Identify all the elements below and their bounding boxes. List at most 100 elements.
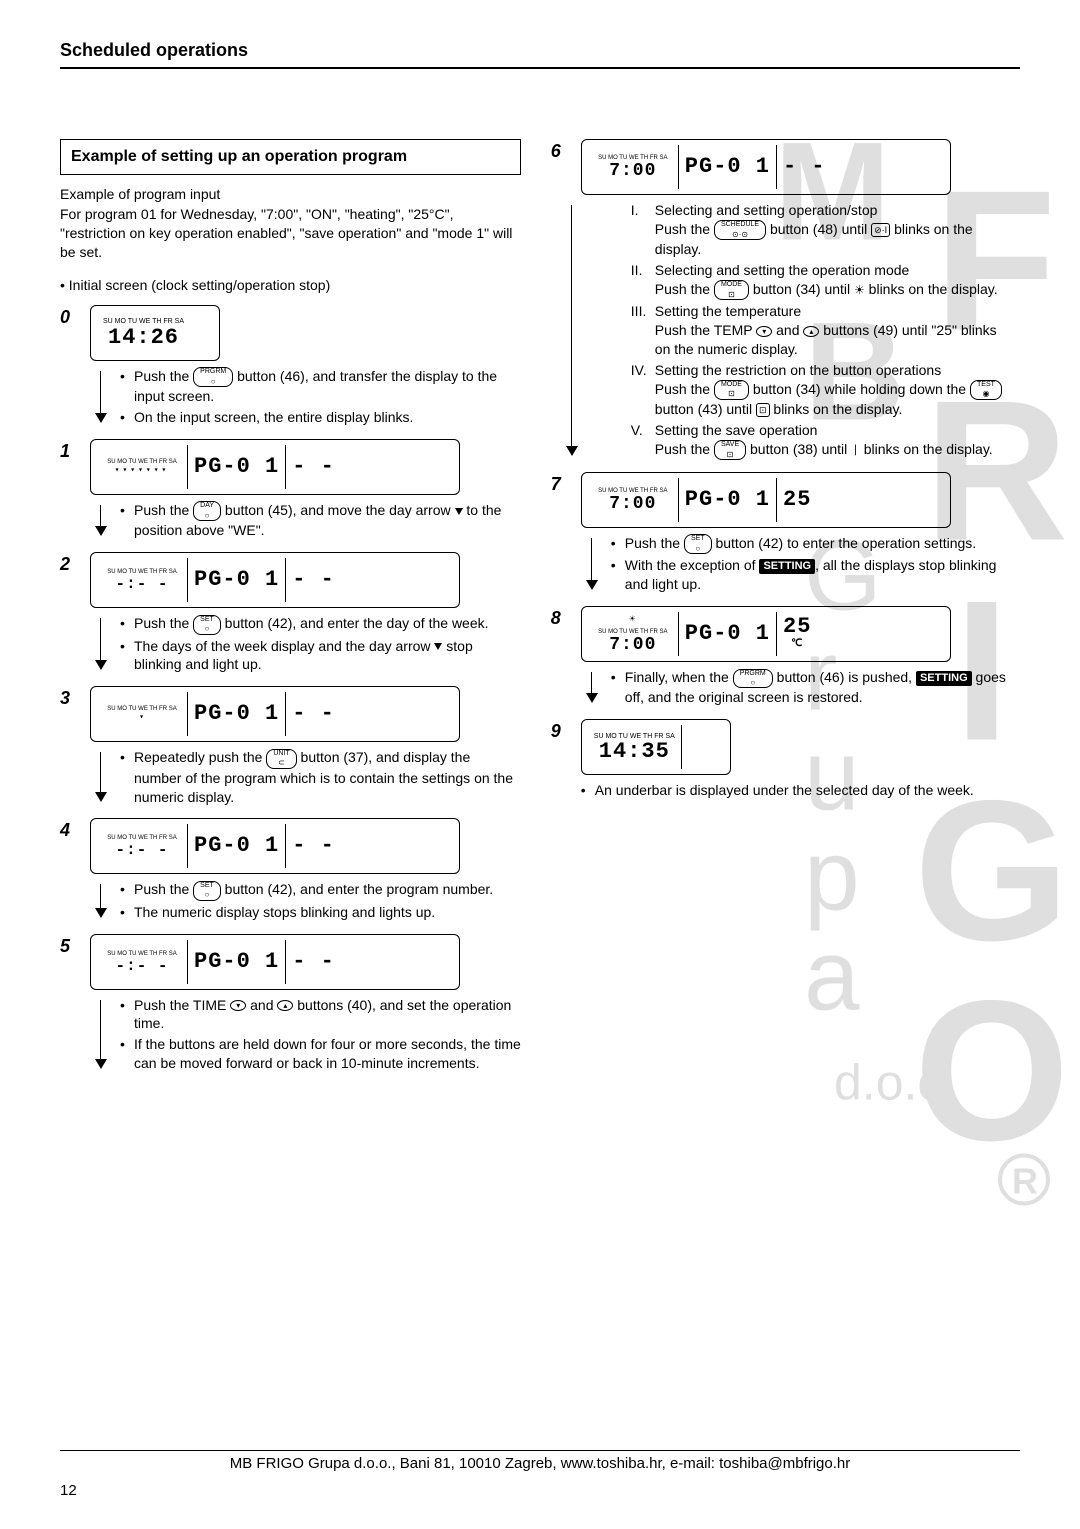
bullet-text: Repeatedly push the UNIT⊂ button (37), a… <box>134 748 521 806</box>
lcd-dash: - - <box>292 569 335 591</box>
content-columns: Example of setting up an operation progr… <box>60 139 1020 1075</box>
day-icon: DAY○ <box>193 501 221 521</box>
roman-text: Selecting and setting operation/stopPush… <box>655 201 1012 259</box>
lcd-display: SU MO TU WE TH FR SA -:- - PG-0 1 - - <box>90 934 460 990</box>
step-number: 0 <box>60 305 90 329</box>
step-5: 5 SU MO TU WE TH FR SA -:- - PG-0 1 - - … <box>60 934 521 1076</box>
mode-icon: MODE⊡ <box>714 380 749 400</box>
bullet-text: The days of the week display and the day… <box>134 637 521 675</box>
lcd-dash: - - <box>292 951 335 973</box>
down-button-icon: ▾ <box>756 326 772 337</box>
lcd-time: 14:26 <box>108 327 179 349</box>
intro-line-3: • Initial screen (clock setting/operatio… <box>60 276 521 295</box>
intro-line-2: For program 01 for Wednesday, "7:00", "O… <box>60 205 521 262</box>
lcd-time: 7:00 <box>609 495 656 513</box>
lcd-display: ☀ SU MO TU WE TH FR SA 7:00 PG-0 1 25℃ <box>581 606 951 662</box>
step-bullets: •Push the DAY○ button (45), and move the… <box>120 501 521 540</box>
roman-text: Setting the restriction on the button op… <box>655 361 1012 419</box>
set-icon: SET○ <box>193 615 221 635</box>
set-icon: SET○ <box>684 534 712 554</box>
prgrm-icon: PRGRM○ <box>193 367 233 387</box>
lcd-temp: 25 <box>783 616 811 638</box>
sun-icon: ☀ <box>629 614 636 628</box>
down-button-icon: ▾ <box>230 1000 246 1011</box>
save-blink-icon: ⎮ <box>851 444 860 456</box>
section-header: Scheduled operations <box>60 40 1020 69</box>
page-number: 12 <box>60 1482 1020 1499</box>
lcd-pg: PG-0 1 <box>194 703 279 725</box>
roman-text: Setting the save operationPush the SAVE⊡… <box>655 421 1012 460</box>
step-bullets: I.Selecting and setting operation/stopPu… <box>591 201 1012 460</box>
step-bullets: •Repeatedly push the UNIT⊂ button (37), … <box>120 748 521 806</box>
svg-text:R: R <box>1012 1161 1038 1202</box>
on-icon: ⊘·I <box>871 223 890 237</box>
lcd-display: SU MO TU WE TH FR SA ▾▾▾▾▾▾▾ PG-0 1 - - <box>90 439 460 495</box>
step-number: 1 <box>60 439 90 463</box>
step-bullets: •Push the SET○ button (42), and enter th… <box>120 880 521 921</box>
lcd-dash: - - <box>292 703 335 725</box>
lcd-pg: PG-0 1 <box>685 156 770 178</box>
lcd-temp: 25 <box>783 489 811 511</box>
intro-line-1: Example of program input <box>60 185 521 204</box>
up-button-icon: ▴ <box>803 326 819 337</box>
mode-icon: MODE⊡ <box>714 280 749 300</box>
step-9: 9 SU MO TU WE TH FR SA 14:35 •An underba… <box>551 719 1012 802</box>
step-1: 1 SU MO TU WE TH FR SA ▾▾▾▾▾▾▾ PG-0 1 - … <box>60 439 521 542</box>
lcd-display: SU MO TU WE TH FR SA ▾ PG-0 1 - - <box>90 686 460 742</box>
step-bullets: •Push the TIME ▾ and ▴ buttons (40), and… <box>120 996 521 1074</box>
bullet-text: Push the PRGRM○ button (46), and transfe… <box>134 367 521 406</box>
step-number: 2 <box>60 552 90 576</box>
step-number: 3 <box>60 686 90 710</box>
save-icon: SAVE⊡ <box>714 440 746 460</box>
left-column: Example of setting up an operation progr… <box>60 139 521 1075</box>
lock-icon: ⊡ <box>756 403 770 417</box>
lcd-pg: PG-0 1 <box>194 456 279 478</box>
bullet-text: An underbar is displayed under the selec… <box>595 781 974 800</box>
step-bullets: •Push the SET○ button (42) to enter the … <box>611 534 1012 594</box>
step-0: 0 SU MO TU WE TH FR SA 14:26 •Push the P… <box>60 305 521 429</box>
lcd-dash: - - <box>292 456 335 478</box>
set-icon: SET○ <box>193 881 221 901</box>
step-7: 7 SU MO TU WE TH FR SA 7:00 PG-0 1 25 •P… <box>551 472 1012 596</box>
bullet-text: Push the SET○ button (42), and enter the… <box>134 614 489 634</box>
step-6: 6 SU MO TU WE TH FR SA 7:00 PG-0 1 - - <box>551 139 1012 462</box>
lcd-pg: PG-0 1 <box>685 623 770 645</box>
step-4: 4 SU MO TU WE TH FR SA -:- - PG-0 1 - - … <box>60 818 521 923</box>
bullet-text: Push the SET○ button (42), and enter the… <box>134 880 493 900</box>
manual-page: M B F G r u p a R I G O d.o.o. R Schedul… <box>0 0 1080 1529</box>
step-bullets: •Push the SET○ button (42), and enter th… <box>120 614 521 674</box>
prgrm-icon: PRGRM○ <box>733 669 773 689</box>
setting-badge: SETTING <box>759 559 815 574</box>
bullet-text: The numeric display stops blinking and l… <box>134 903 435 922</box>
step-bullets: •Finally, when the PRGRM○ button (46) is… <box>611 668 1012 707</box>
step-number: 4 <box>60 818 90 842</box>
up-button-icon: ▴ <box>277 1000 293 1011</box>
step-2: 2 SU MO TU WE TH FR SA -:- - PG-0 1 - - … <box>60 552 521 676</box>
bullet-text: On the input screen, the entire display … <box>134 408 413 427</box>
lcd-pg: PG-0 1 <box>194 569 279 591</box>
bullet-text: Push the SET○ button (42) to enter the o… <box>625 534 976 554</box>
example-title-box: Example of setting up an operation progr… <box>60 139 521 175</box>
step-3: 3 SU MO TU WE TH FR SA ▾ PG-0 1 - - •Rep… <box>60 686 521 808</box>
lcd-dash: - - <box>783 156 826 178</box>
roman-text: Selecting and setting the operation mode… <box>655 261 1012 300</box>
step-number: 5 <box>60 934 90 958</box>
step-bullets: •Push the PRGRM○ button (46), and transf… <box>120 367 521 427</box>
roman-text: Setting the temperaturePush the TEMP ▾ a… <box>655 302 1012 359</box>
bullet-text: With the exception of SETTING, all the d… <box>625 556 1012 594</box>
step-number: 7 <box>551 472 581 496</box>
lcd-days: SU MO TU WE TH FR SA <box>107 458 176 466</box>
lcd-display: SU MO TU WE TH FR SA 14:26 <box>90 305 220 361</box>
lcd-time: 14:35 <box>599 741 670 763</box>
sun-icon: ☀ <box>854 282 865 298</box>
bullet-text: Finally, when the PRGRM○ button (46) is … <box>625 668 1012 707</box>
bullet-text: If the buttons are held down for four or… <box>134 1035 521 1073</box>
lcd-display: SU MO TU WE TH FR SA 7:00 PG-0 1 25 <box>581 472 951 528</box>
lcd-display: SU MO TU WE TH FR SA -:- - PG-0 1 - - <box>90 552 460 608</box>
step-8: 8 ☀ SU MO TU WE TH FR SA 7:00 PG-0 1 25℃ <box>551 606 1012 709</box>
lcd-time: 7:00 <box>609 162 656 180</box>
schedule-icon: SCHEDULE⊙·⊙ <box>714 220 766 240</box>
lcd-pg: PG-0 1 <box>194 835 279 857</box>
step-number: 8 <box>551 606 581 630</box>
page-footer: MB FRIGO Grupa d.o.o., Bani 81, 10010 Za… <box>60 1450 1020 1499</box>
